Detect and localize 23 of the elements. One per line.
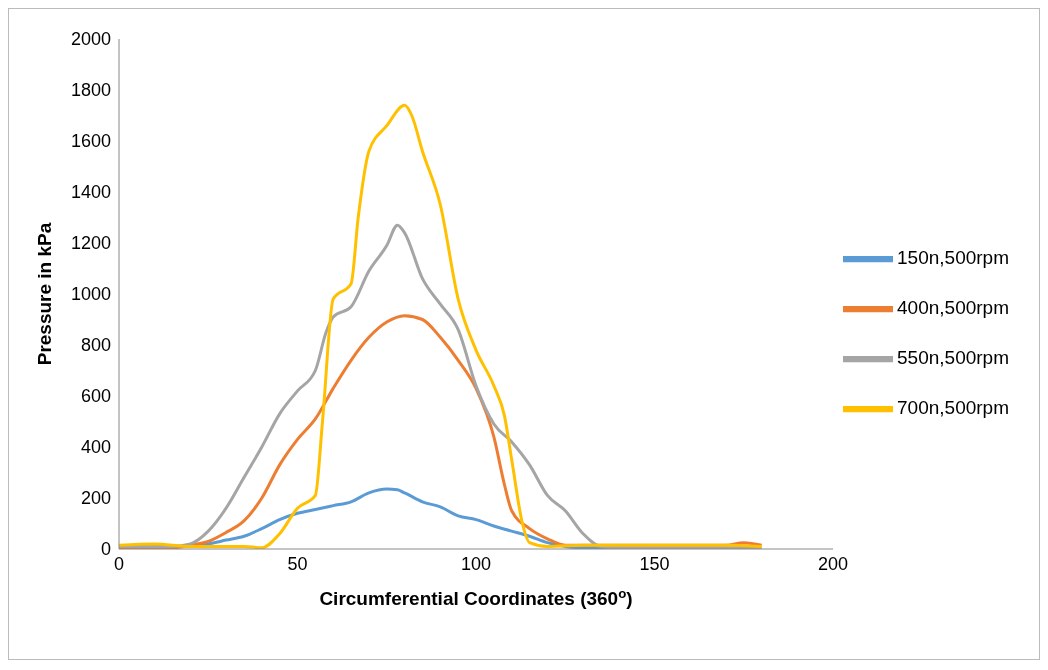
y-tick-label: 1000: [70, 284, 111, 305]
legend-label: 700n,500rpm: [897, 397, 1009, 419]
y-tick-label: 1400: [70, 182, 111, 203]
x-tick-label: 150: [639, 553, 670, 574]
x-tick-label: 50: [287, 553, 308, 574]
legend-label: 400n,500rpm: [897, 297, 1009, 319]
y-tick-label: 1200: [70, 233, 111, 254]
y-tick-label: 200: [80, 488, 111, 509]
y-tick-label: 400: [80, 437, 111, 458]
y-tick-label: 600: [80, 386, 111, 407]
line-series: [119, 103, 764, 549]
legend-label: 150n,500rpm: [897, 247, 1009, 269]
x-tick-label: 200: [818, 553, 849, 574]
x-tick-label: 0: [113, 553, 125, 574]
y-tick-label: 800: [80, 335, 111, 356]
y-tick-label: 1800: [70, 80, 111, 101]
x-tick-label: 100: [460, 553, 492, 574]
x-axis-title: Circumferential Coordinates (360$^{o}$): [319, 585, 633, 609]
y-tick-label: 2000: [70, 29, 111, 50]
legend-label: 550n,500rpm: [897, 347, 1009, 369]
y-axis-title: Pressure in kPa: [33, 222, 55, 366]
y-tick-label: 1600: [70, 131, 111, 152]
y-tick-label: 0: [100, 539, 111, 560]
